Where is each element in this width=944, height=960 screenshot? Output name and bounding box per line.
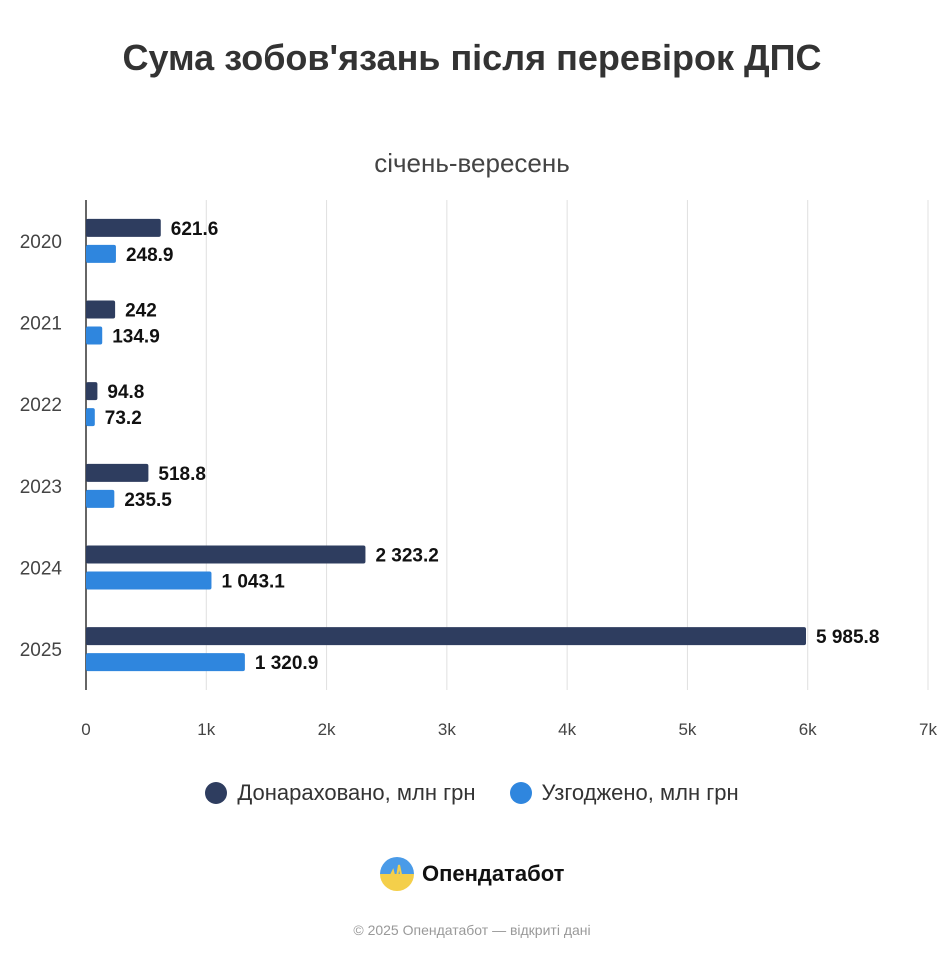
y-tick-label: 2024 xyxy=(20,559,63,580)
bar-donarakhovano-2020 xyxy=(86,218,161,237)
data-label: 518.8 xyxy=(158,464,206,485)
brand-name: Опендатабот xyxy=(422,861,565,886)
data-label: 5 985.8 xyxy=(816,627,879,648)
legend-label: Донараховано, млн грн xyxy=(237,780,476,805)
legend-item-uzgodzheno[interactable]: Узгоджено, млн грн xyxy=(509,780,739,806)
bar-donarakhovano-2021 xyxy=(86,300,116,319)
data-label: 235.5 xyxy=(124,490,172,511)
bar-donarakhovano-2024 xyxy=(86,545,366,564)
brand: Опендатабот xyxy=(380,857,564,891)
data-label: 134.9 xyxy=(112,327,160,348)
y-tick-label: 2022 xyxy=(20,395,62,416)
legend: Донараховано, млн грн Узгоджено, млн грн xyxy=(0,780,944,806)
legend-item-donarakhovano[interactable]: Донараховано, млн грн xyxy=(205,780,476,806)
x-tick-label: 4k xyxy=(558,720,576,739)
bar-donarakhovano-2023 xyxy=(86,463,149,482)
data-label: 94.8 xyxy=(107,382,144,403)
x-tick-label: 7k xyxy=(919,720,937,739)
opendatabot-logo-icon xyxy=(380,857,414,891)
data-label: 242 xyxy=(125,301,157,322)
y-tick-label: 2021 xyxy=(20,314,62,335)
bar-donarakhovano-2025 xyxy=(86,627,807,646)
footer: © 2025 Опендатабот — відкриті дані xyxy=(353,922,591,938)
legend-marker xyxy=(205,782,228,804)
x-tick-label: 0 xyxy=(81,720,90,739)
data-label: 73.2 xyxy=(105,408,142,429)
y-tick-label: 2023 xyxy=(20,477,62,498)
chart-title: Сума зобов'язань після перевірок ДПС xyxy=(122,37,822,78)
y-tick-label: 2020 xyxy=(20,232,62,253)
x-tick-label: 1k xyxy=(197,720,215,739)
legend-marker xyxy=(509,782,532,804)
bar-uzgodzheno-2021 xyxy=(86,326,103,345)
data-label: 621.6 xyxy=(171,219,219,240)
bar-uzgodzheno-2022 xyxy=(86,408,95,427)
x-tick-label: 5k xyxy=(678,720,696,739)
x-tick-label: 2k xyxy=(318,720,336,739)
x-tick-label: 6k xyxy=(799,720,817,739)
bar-uzgodzheno-2024 xyxy=(86,571,212,590)
data-label: 2 323.2 xyxy=(375,546,438,567)
bar-donarakhovano-2022 xyxy=(86,382,98,401)
bar-uzgodzheno-2025 xyxy=(86,653,245,672)
x-tick-label: 3k xyxy=(438,720,456,739)
data-label: 1 043.1 xyxy=(221,572,285,593)
data-label: 1 320.9 xyxy=(255,653,318,674)
bar-uzgodzheno-2023 xyxy=(86,489,115,508)
y-tick-label: 2025 xyxy=(20,640,62,661)
data-label: 248.9 xyxy=(126,245,174,266)
legend-label: Узгоджено, млн грн xyxy=(541,780,739,805)
chart-subtitle: січень-вересень xyxy=(374,148,570,178)
bar-uzgodzheno-2020 xyxy=(86,244,116,263)
plot-area: 0 1k 2k 3k 4k 5k 6k 7k 2020 621.6 248.9 2021 242 134.… xyxy=(20,200,937,739)
